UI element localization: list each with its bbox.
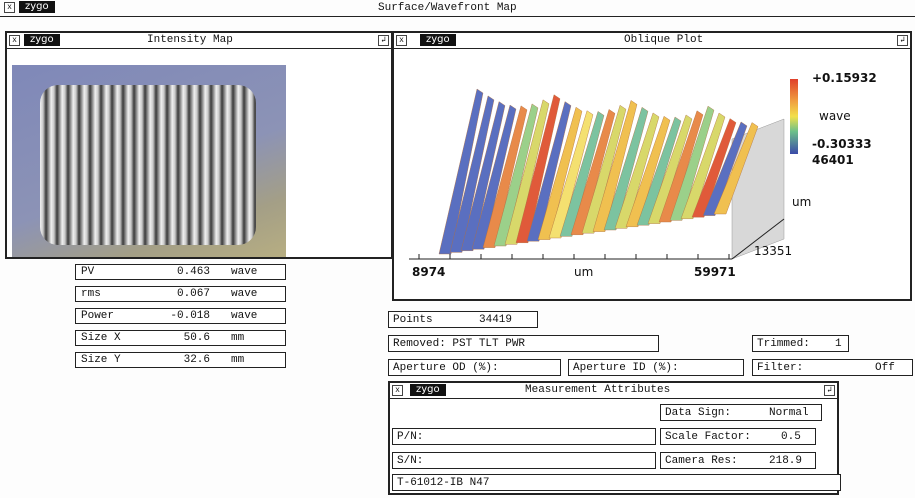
result-unit: mm: [231, 353, 244, 367]
window-title: Intensity Map: [147, 33, 233, 47]
field-label: Camera Res:: [665, 454, 738, 468]
y-axis-min: 13351: [754, 244, 792, 258]
close-icon[interactable]: x: [396, 35, 407, 46]
field-value: 1: [835, 337, 842, 351]
result-value: 32.6: [184, 353, 210, 367]
logo: zygo: [19, 1, 55, 13]
y-axis-max: 46401: [812, 153, 854, 167]
field-text: Aperture ID (%):: [573, 361, 679, 375]
removed-field: Removed: PST TLT PWR: [388, 335, 659, 352]
trimmed-field: Trimmed: 1: [752, 335, 849, 352]
resize-icon[interactable]: ↲: [897, 35, 908, 46]
attributes-window: x zygo Measurement Attributes ↲ Data Sig…: [388, 381, 839, 495]
colorbar-unit: wave: [819, 109, 851, 123]
field-label: Points: [393, 313, 433, 327]
result-field: Size Y 32.6 mm: [75, 352, 286, 368]
screen: x zygo Surface/Wavefront Map x zygo Inte…: [0, 0, 915, 498]
colorbar: [790, 79, 798, 154]
result-label: Power: [81, 309, 114, 323]
close-icon[interactable]: x: [392, 385, 403, 396]
result-unit: wave: [231, 309, 257, 323]
result-field: Size X 50.6 mm: [75, 330, 286, 346]
part-id-field[interactable]: T-61012-IB N47: [392, 474, 841, 491]
field-text: Aperture OD (%):: [393, 361, 499, 375]
x-axis-unit: um: [574, 265, 593, 279]
x-axis-max: 59971: [694, 265, 736, 279]
fringe-pattern: [40, 85, 256, 245]
result-field: Power -0.018 wave: [75, 308, 286, 324]
colorbar-min: -0.30333: [812, 137, 872, 151]
scale-factor-field: Scale Factor: 0.5: [660, 428, 816, 445]
result-label: rms: [81, 287, 101, 301]
field-value: Normal: [769, 406, 809, 420]
logo: zygo: [24, 34, 60, 46]
result-unit: wave: [231, 287, 257, 301]
field-text: T-61012-IB N47: [397, 476, 489, 490]
sn-field[interactable]: S/N:: [392, 452, 656, 469]
aperture-id-field: Aperture ID (%):: [568, 359, 744, 376]
result-value: 50.6: [184, 331, 210, 345]
close-icon[interactable]: x: [4, 2, 15, 13]
data-sign-field: Data Sign: Normal: [660, 404, 822, 421]
window-bar: x zygo Intensity Map ↲: [7, 33, 391, 49]
field-label: Scale Factor:: [665, 430, 751, 444]
y-axis-unit: um: [792, 195, 811, 209]
close-icon[interactable]: x: [9, 35, 20, 46]
window-title: Oblique Plot: [624, 33, 703, 47]
result-unit: wave: [231, 265, 257, 279]
result-value: 0.067: [177, 287, 210, 301]
logo: zygo: [410, 384, 446, 396]
window-title: Measurement Attributes: [525, 383, 670, 397]
result-unit: mm: [231, 331, 244, 345]
oblique-plot: [394, 49, 910, 299]
field-label: Data Sign:: [665, 406, 731, 420]
field-value: 0.5: [781, 430, 801, 444]
field-value: Off: [875, 361, 895, 375]
resize-icon[interactable]: ↲: [824, 385, 835, 396]
result-value: -0.018: [170, 309, 210, 323]
result-label: Size X: [81, 331, 121, 345]
result-field: PV 0.463 wave: [75, 264, 286, 280]
intensity-window: x zygo Intensity Map ↲: [5, 31, 393, 259]
title-bar: x zygo Surface/Wavefront Map: [0, 0, 915, 17]
oblique-window: x zygo Oblique Plot ↲ +0.15932 wave -0.3…: [392, 31, 912, 301]
filter-field: Filter: Off: [752, 359, 913, 376]
pn-field[interactable]: P/N:: [392, 428, 656, 445]
camera-res-field: Camera Res: 218.9: [660, 452, 816, 469]
x-axis-min: 8974: [412, 265, 445, 279]
points-field: Points 34419: [388, 311, 538, 328]
field-value: 34419: [479, 313, 512, 327]
intensity-image: [12, 65, 286, 257]
field-label: Trimmed:: [757, 337, 810, 351]
result-field: rms 0.067 wave: [75, 286, 286, 302]
field-label: Filter:: [757, 361, 803, 375]
result-label: Size Y: [81, 353, 121, 367]
aperture-od-field: Aperture OD (%):: [388, 359, 561, 376]
field-label: S/N:: [397, 454, 423, 468]
window-title: Surface/Wavefront Map: [378, 1, 517, 15]
field-value: 218.9: [769, 454, 802, 468]
result-label: PV: [81, 265, 94, 279]
resize-icon[interactable]: ↲: [378, 35, 389, 46]
field-label: P/N:: [397, 430, 423, 444]
colorbar-max: +0.15932: [812, 71, 877, 85]
window-bar: x zygo Measurement Attributes ↲: [390, 383, 837, 399]
field-text: Removed: PST TLT PWR: [393, 337, 525, 351]
logo: zygo: [420, 34, 456, 46]
window-bar: x zygo Oblique Plot ↲: [394, 33, 910, 49]
result-value: 0.463: [177, 265, 210, 279]
